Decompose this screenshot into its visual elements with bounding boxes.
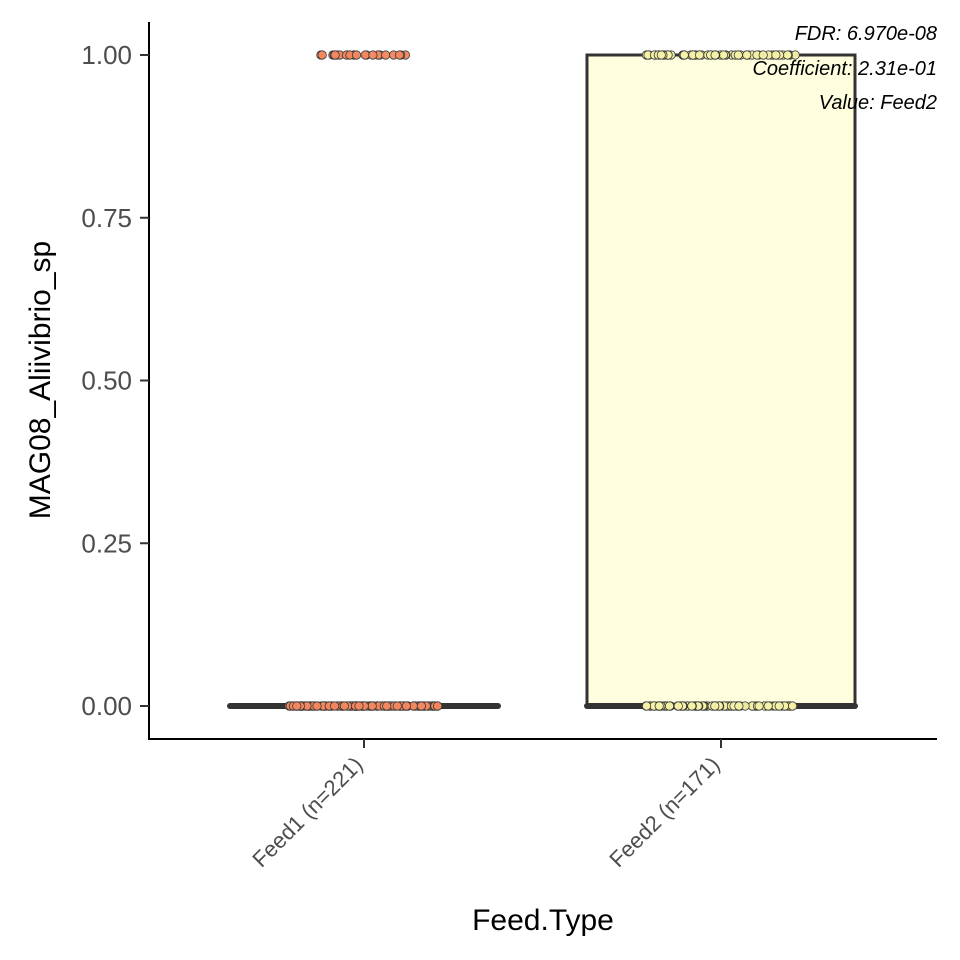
data-point bbox=[292, 701, 302, 711]
y-tick-label: 0.00 bbox=[81, 691, 132, 721]
annotation-coefficient: Coefficient: 2.31e-01 bbox=[752, 58, 937, 80]
annotation-fdr: FDR: 6.970e-08 bbox=[795, 23, 937, 45]
data-point bbox=[401, 701, 411, 711]
data-point bbox=[758, 50, 768, 60]
data-point bbox=[394, 50, 405, 60]
y-tick-label: 1.00 bbox=[81, 40, 132, 70]
annotation-value: Value: Feed2 bbox=[819, 92, 937, 114]
data-point bbox=[742, 50, 752, 60]
data-point bbox=[710, 701, 720, 711]
y-tick-label: 0.75 bbox=[81, 203, 132, 233]
data-point bbox=[710, 50, 720, 60]
plot-area bbox=[227, 50, 858, 711]
data-point bbox=[734, 701, 744, 711]
box-2 bbox=[585, 53, 857, 708]
data-point bbox=[656, 50, 666, 60]
data-point bbox=[351, 50, 362, 60]
data-point bbox=[329, 701, 340, 711]
data-point bbox=[771, 50, 781, 60]
data-point bbox=[718, 50, 729, 60]
data-point bbox=[774, 701, 784, 711]
y-axis-title: MAG08_Aliivibrio_sp bbox=[24, 241, 57, 519]
data-point bbox=[330, 50, 340, 60]
data-point bbox=[754, 701, 764, 711]
x-axis-title: Feed.Type bbox=[472, 904, 614, 937]
x-axis-ticks: Feed1 (n=221) Feed2 (n=171) bbox=[247, 739, 725, 872]
data-point bbox=[654, 701, 664, 711]
data-point bbox=[360, 50, 370, 60]
data-point bbox=[367, 701, 377, 711]
data-point bbox=[380, 50, 391, 60]
data-point bbox=[763, 701, 773, 711]
y-axis-ticks: 0.00 0.25 0.50 0.75 1.00 bbox=[81, 40, 149, 721]
data-point bbox=[673, 701, 683, 711]
x-tick-label: Feed2 (n=171) bbox=[604, 752, 724, 872]
data-point bbox=[694, 50, 705, 60]
data-point bbox=[641, 701, 652, 711]
x-tick-label: Feed1 (n=221) bbox=[247, 752, 367, 872]
data-point bbox=[679, 50, 689, 60]
data-point bbox=[687, 701, 697, 711]
data-point bbox=[416, 701, 426, 711]
points-group-2 bbox=[641, 50, 800, 711]
data-point bbox=[382, 701, 392, 711]
y-tick-label: 0.50 bbox=[81, 366, 132, 396]
data-point bbox=[339, 701, 349, 711]
data-point bbox=[787, 701, 798, 711]
points-group-1 bbox=[284, 50, 443, 711]
data-point bbox=[354, 701, 364, 711]
data-point bbox=[317, 50, 327, 60]
data-point bbox=[392, 701, 402, 711]
data-point bbox=[664, 701, 675, 711]
data-point bbox=[733, 50, 743, 60]
data-point bbox=[368, 50, 378, 60]
y-tick-label: 0.25 bbox=[81, 528, 132, 558]
data-point bbox=[432, 701, 443, 711]
data-point bbox=[312, 701, 322, 711]
